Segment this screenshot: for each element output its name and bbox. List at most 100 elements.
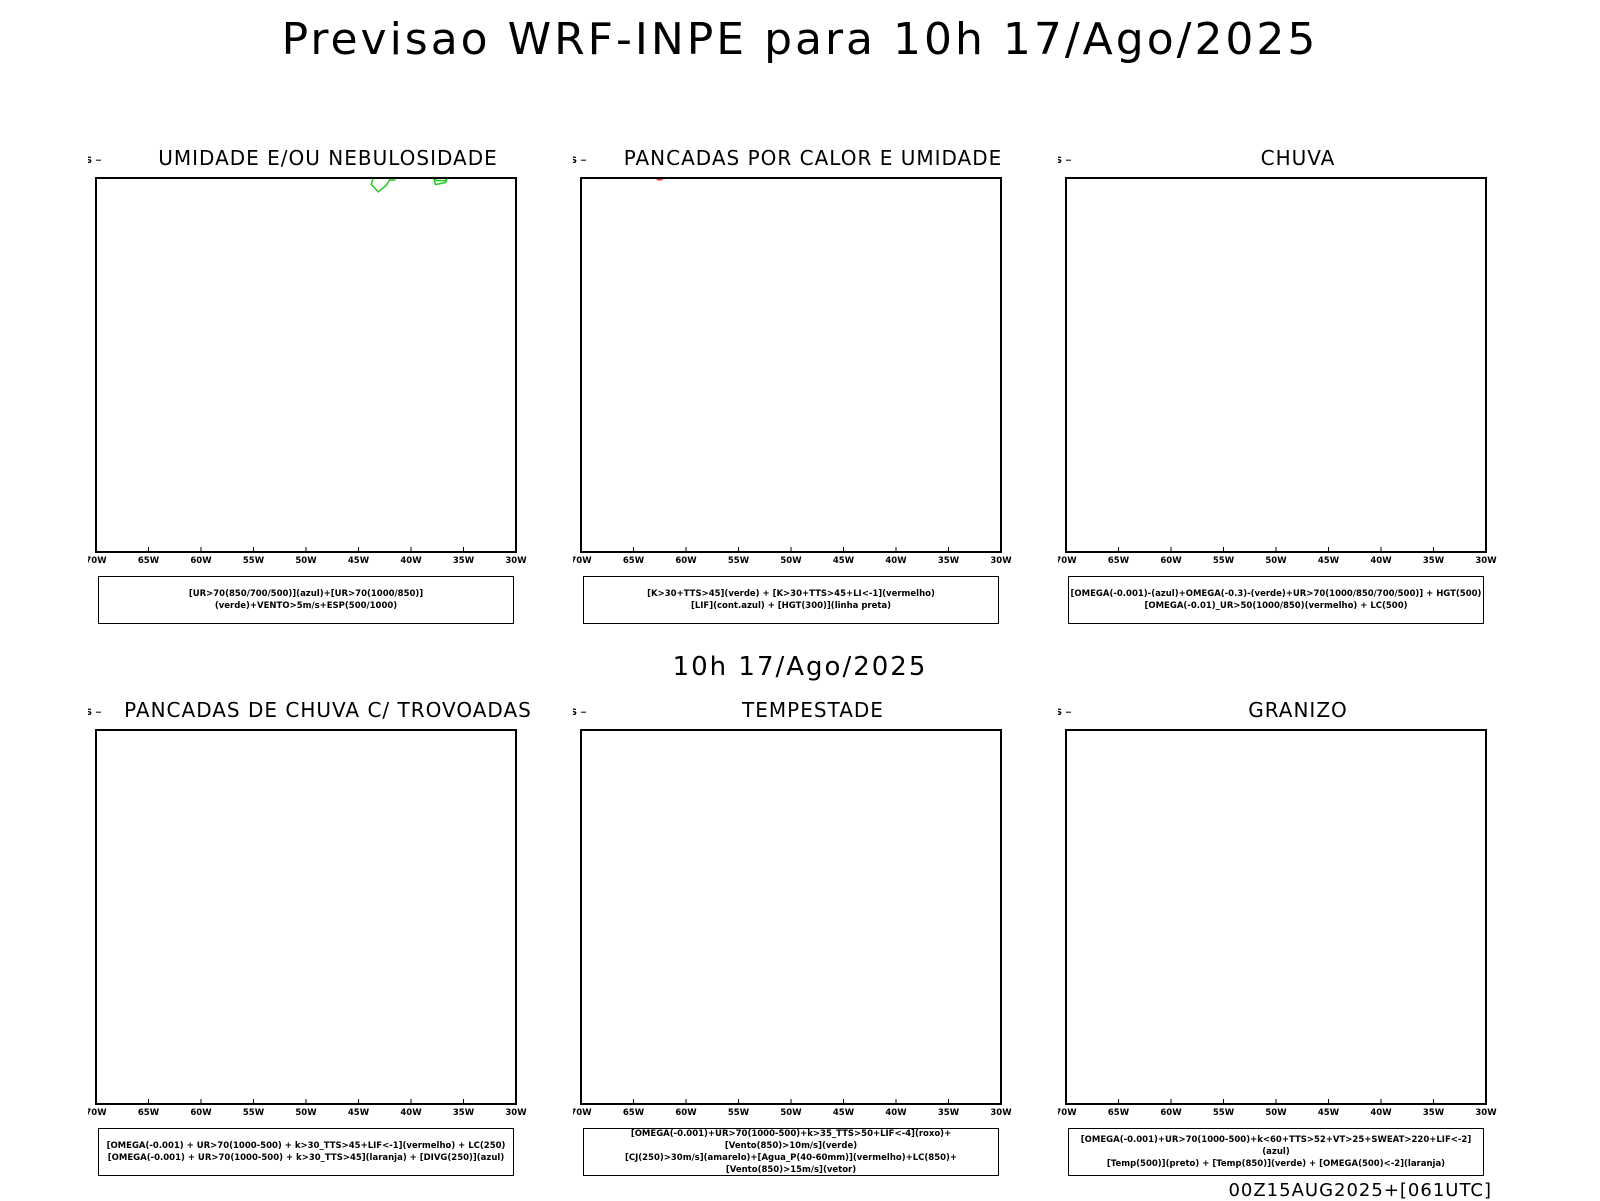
lon-label: 60W [190,1108,212,1118]
lon-label: 35W [1423,1108,1445,1118]
lon-label: 55W [243,1108,265,1118]
wind-vector-head [177,153,180,156]
lon-label: 35W [453,556,475,566]
wind-vector-head [111,155,114,158]
field-blob [1478,154,1486,162]
panel-granizo: GRANIZO-6-12-15-18-21-21-15-12-18-1812S1… [1058,698,1538,1184]
wind-vector-head [730,713,733,716]
field-blob [674,148,686,153]
lon-label: 60W [675,1108,697,1118]
map-svg: 58558258257957657357056756456112S15S18S2… [1058,146,1538,576]
streamline [96,698,516,702]
field-blob [656,151,661,157]
wind-vector [174,153,180,160]
field-blob [694,151,699,158]
lon-label: 40W [885,556,907,566]
lon-label: 70W [88,1108,107,1118]
map-frame [96,730,516,1104]
country-border [100,698,221,730]
contour-patch [423,146,447,154]
wind-vector-head [445,153,448,156]
panel-legend-line: [OMEGA(-0.001) + UR>70(1000-500) + k>30_… [99,1152,513,1164]
field-blob [695,146,709,147]
streamline-arrow [444,705,448,709]
wind-vector-head [245,154,248,157]
streamline-arrow [224,698,228,701]
circulation-ring [787,698,859,712]
lat-label: 12S [573,708,577,718]
field-blob [711,167,718,173]
wind-vector-head [144,155,147,158]
wind-vector [703,712,712,713]
map-frame [1066,178,1486,552]
lon-label: 40W [400,1108,422,1118]
panel-legend: [OMEGA(-0.001) + UR>70(1000-500) + k>30_… [98,1128,514,1176]
lon-label: 35W [938,556,960,566]
field-blob [1474,151,1485,155]
field-blob [1399,157,1411,165]
country-border [197,146,356,178]
field-blob [1416,156,1427,162]
lon-label: 50W [295,1108,317,1118]
isoline [1066,698,1486,730]
wind-vector-head [481,156,484,158]
map-svg: 9600952096009520944094409360936092809280… [573,146,1053,576]
field-blob [653,172,664,175]
lon-label: 60W [190,556,212,566]
wind-vector-head [782,713,785,716]
field-blob [668,155,674,163]
country-border [1066,698,1079,730]
wind-vector [207,155,214,160]
wind-vector [782,712,791,715]
field-blob [1420,151,1425,158]
wind-vector-head [380,155,383,158]
lon-label: 45W [833,556,855,566]
circulation-ring [799,698,847,704]
wind-vector-head [346,155,349,158]
contour-patch [1286,698,1305,711]
field-blob [1449,146,1455,149]
panel-tempestade: TEMPESTADE12S15S18S21S24S27S30S33S36S39S… [573,698,1053,1184]
field-blob [724,151,729,161]
lon-label: 60W [1160,1108,1182,1118]
panel-legend: [OMEGA(-0.001)+UR>70(1000-500)+k>35_TTS>… [583,1128,999,1176]
lon-label: 70W [1058,1108,1077,1118]
country-border [585,146,706,178]
wind-vector [757,712,765,716]
lon-label: 50W [1265,1108,1287,1118]
panel-legend-line: [OMEGA(-0.001) + UR>70(1000-500) + k>30_… [99,1140,513,1152]
field-blob [1438,151,1449,156]
lon-label: 55W [1213,556,1235,566]
wind-vector [308,153,313,160]
wind-vector [730,712,738,715]
lon-label: 65W [623,1108,645,1118]
panel-trovoadas: PANCADAS DE CHUVA C/ TROVOADAS12S15S18S2… [88,698,568,1184]
coastline [573,146,922,178]
lon-label: 70W [573,1108,592,1118]
lon-label: 35W [938,1108,960,1118]
country-border [1070,698,1191,730]
lon-label: 45W [1318,1108,1340,1118]
lon-label: 30W [1475,556,1497,566]
contour-patch [371,170,394,192]
lon-label: 50W [295,556,317,566]
lon-label: 40W [1370,556,1392,566]
contour-patch [395,146,415,161]
field-blob [1456,153,1469,161]
wind-vector-head [212,155,215,158]
country-border [1167,146,1326,178]
wind-vector [140,155,147,160]
map-svg: 1020101610201016102010241024102810201015… [88,146,568,576]
wind-vector [409,155,416,160]
lon-label: 45W [833,1108,855,1118]
lon-label: 55W [728,556,750,566]
lon-label: 30W [990,556,1012,566]
field-blob [711,157,722,167]
panel-legend-line: [Temp(500)](preto) + [Temp(850)](verde) … [1069,1158,1483,1170]
streamline-arrow [150,721,154,725]
lon-label: 50W [1265,556,1287,566]
lon-label: 65W [1108,556,1130,566]
field-blob [1468,150,1475,159]
map-frame [581,730,1001,1104]
field-blob [1438,154,1449,161]
